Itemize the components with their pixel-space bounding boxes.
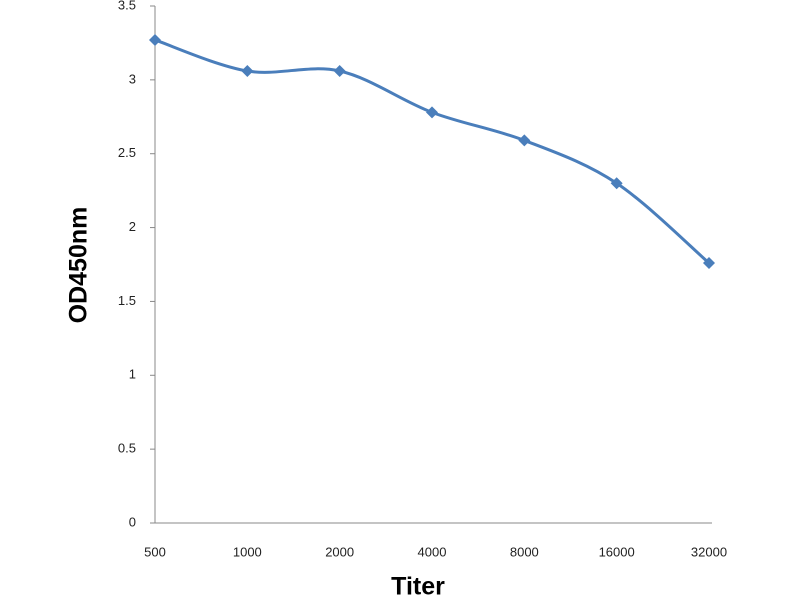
- y-tick-label: 2.5: [118, 145, 136, 160]
- marker: [703, 257, 715, 270]
- x-axis-title: Titer: [391, 573, 445, 600]
- y-tick-label: 3.5: [118, 0, 136, 12]
- x-tick-label: 16000: [599, 544, 635, 559]
- marker: [426, 106, 438, 119]
- marker: [333, 64, 346, 77]
- marker: [518, 134, 531, 147]
- marker: [241, 64, 254, 77]
- y-tick-label: 0.5: [118, 441, 136, 456]
- x-tick-label: 32000: [691, 544, 727, 559]
- x-tick-label: 2000: [325, 544, 354, 559]
- y-axis-title: OD450nm: [65, 207, 93, 324]
- x-tick-label: 1000: [233, 544, 262, 559]
- y-tick-label: 0: [129, 514, 136, 529]
- marker: [149, 33, 161, 46]
- line: [154, 38, 710, 265]
- marker: [610, 177, 623, 190]
- y-tick-label: 1.5: [118, 293, 136, 308]
- y-tick-label: 1: [129, 367, 136, 382]
- y-tick-label: 3: [129, 71, 136, 86]
- x-tick-label: 500: [144, 544, 166, 559]
- x-tick-label: 4000: [418, 544, 447, 559]
- y-tick-label: 2: [129, 219, 136, 234]
- x-tick-label: 8000: [510, 544, 539, 559]
